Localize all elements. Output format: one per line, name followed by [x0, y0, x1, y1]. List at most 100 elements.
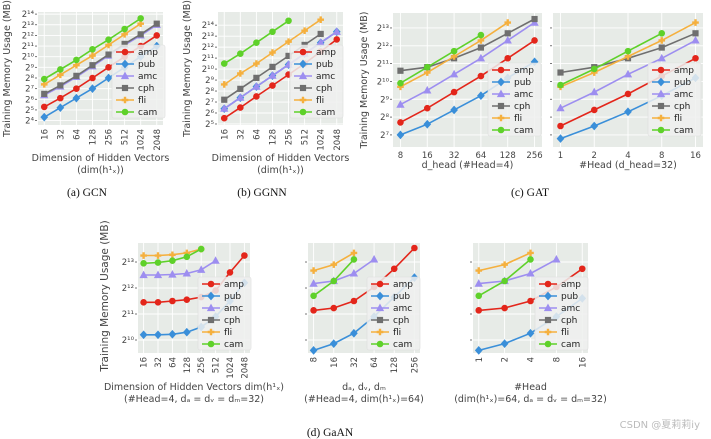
fli-marker [169, 251, 176, 259]
chart-2: 2⁷ 2⁸ 2⁹ 2¹⁰ 2¹¹ 2¹² 2¹³ 8 16 32 64 128 256 amp pub amc… [359, 12, 543, 171]
fli-marker [140, 252, 147, 259]
y-axis-label: Training Memory Usage (MB) [359, 12, 370, 150]
x-tick-label: 256 [526, 151, 542, 161]
cph-marker [221, 96, 228, 103]
amc-marker [220, 104, 229, 112]
legend-label: fli [138, 96, 146, 106]
cam-marker [253, 39, 260, 47]
legend-label: fli [514, 114, 522, 124]
amc-marker [449, 69, 459, 78]
legend-amc-marker [543, 303, 553, 312]
cam-marker [285, 17, 292, 25]
series-fli [220, 16, 324, 88]
cam-marker [477, 31, 485, 39]
pub-marker [40, 112, 49, 122]
pub-marker [309, 346, 318, 355]
cam-marker [169, 257, 176, 265]
x-tick-label: 4 [625, 151, 630, 161]
chart-6: 1 2 4 8 16 amp pub amc cph fli cam #Head(dim(h¹ₓ)=6… [454, 243, 607, 405]
x-tick-label: 8 [398, 151, 403, 161]
cph-line [400, 18, 535, 72]
amp-marker [423, 104, 431, 112]
legend-label: amp [316, 48, 336, 58]
legend-label: amp [138, 48, 158, 58]
legend-cam-marker [121, 108, 129, 116]
fli-marker [89, 52, 96, 59]
legend-pub-marker [207, 291, 215, 301]
x-tick-label: 16 [578, 357, 588, 368]
cam-marker [73, 56, 80, 64]
legend-label: pub [138, 60, 155, 70]
x-axis-label-2: (#Head=4, dim(h¹ₓ)=64) [304, 394, 424, 405]
legend-label: cph [393, 316, 409, 326]
amc-marker [211, 256, 220, 264]
x-axis-label: dₐ, dᵥ, dₘ [342, 382, 386, 393]
y-tick-label: 2⁵ [205, 120, 214, 130]
amp-marker [624, 90, 632, 98]
amp-line [400, 39, 535, 124]
amp-marker [226, 269, 234, 276]
legend-amc-marker [120, 71, 130, 80]
x-tick-label: 256 [105, 129, 115, 145]
y-tick-label: 2¹¹ [122, 310, 134, 320]
cam-marker [105, 36, 112, 43]
x-tick-label: 64 [72, 129, 82, 140]
amc-marker [197, 265, 206, 273]
amp-marker [450, 88, 458, 96]
amc-marker [590, 87, 599, 96]
cam-marker [590, 65, 598, 73]
x-tick-label: 128 [500, 151, 516, 161]
x-tick-label: 32 [154, 357, 164, 368]
amc-marker [530, 18, 539, 26]
cam-marker [183, 253, 191, 261]
x-tick-label: 16 [220, 129, 230, 140]
y-tick-label: 2¹⁰ [377, 77, 390, 87]
x-tick-label: 32 [236, 129, 246, 140]
x-tick-label: 1024 [317, 129, 327, 151]
legend-pub-marker [376, 291, 384, 301]
legend: amp pub amc cph fli cam [534, 276, 589, 351]
x-tick-label: 512 [121, 129, 131, 145]
cam-marker [527, 256, 534, 263]
y-tick-label: 2⁴ [25, 117, 34, 127]
fli-marker [220, 81, 228, 88]
amp-marker [153, 32, 161, 39]
legend-amc-marker [206, 303, 216, 312]
fli-marker [154, 252, 162, 259]
cam-marker [121, 25, 128, 33]
legend-label: cam [138, 108, 157, 118]
cam-marker [350, 256, 358, 263]
amp-marker [475, 307, 483, 314]
legend-cph-marker [544, 316, 552, 324]
x-tick-label: 1024 [226, 357, 236, 379]
legend-pub-marker [544, 291, 552, 301]
x-tick-label: 32 [449, 151, 460, 161]
series-amc [556, 35, 700, 112]
amp-marker [590, 106, 598, 114]
cam-marker [450, 47, 458, 55]
legend-cam-marker [299, 108, 307, 116]
y-tick-label: 2¹¹ [377, 60, 389, 70]
legend: amp pub amc cph fli cam [487, 62, 542, 137]
y-tick-label: 2¹³ [22, 21, 34, 31]
fli-marker [330, 261, 338, 268]
y-tick-label: 2¹¹ [22, 42, 34, 52]
amc-line [313, 258, 375, 285]
legend: amp pub amc cph fli cam [111, 44, 166, 119]
y-tick-label: 2⁹ [380, 95, 389, 105]
series-fli [475, 249, 534, 274]
legend-cam-marker [544, 340, 552, 348]
pub-marker [139, 330, 148, 340]
x-tick-label: 256 [410, 357, 420, 373]
legend: amp pub amc cph fli cam [366, 276, 421, 351]
amc-marker [552, 254, 561, 263]
y-tick-label: 2¹³ [202, 32, 214, 42]
x-tick-label: 128 [268, 129, 278, 145]
legend-cph-marker [497, 102, 505, 110]
y-tick-label: 2⁷ [380, 131, 389, 141]
amc-marker [139, 270, 148, 279]
y-tick-label: 2⁹ [25, 63, 34, 73]
cam-line [560, 32, 663, 86]
amc-marker [268, 71, 277, 79]
